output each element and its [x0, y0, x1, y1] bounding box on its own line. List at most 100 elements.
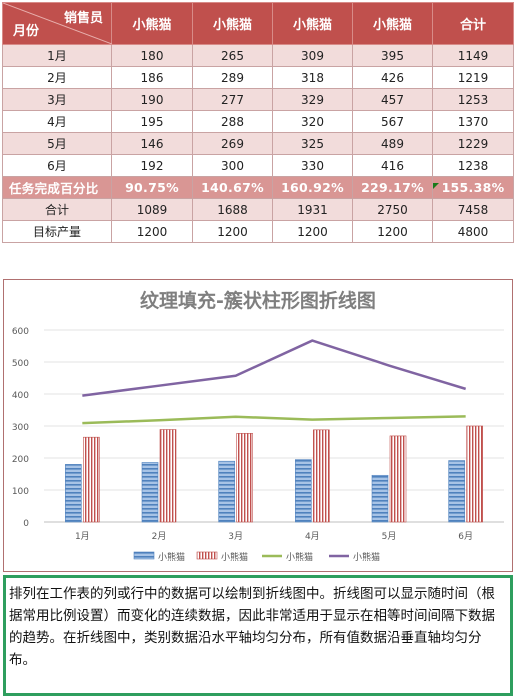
cell-comment-marker	[433, 183, 439, 189]
bar	[448, 460, 465, 523]
value-cell: 329	[272, 88, 353, 111]
x-tick-label: 3月	[228, 531, 243, 542]
total-cell: 1089	[111, 198, 193, 221]
row-total-cell: 1370	[432, 110, 514, 133]
column-header: 小熊猫	[272, 2, 353, 45]
bar	[389, 435, 407, 523]
bar	[141, 462, 159, 523]
value-cell: 320	[272, 110, 353, 133]
month-cell: 1月	[2, 44, 112, 67]
gridlines	[44, 329, 504, 523]
legend-label: 小熊猫	[221, 551, 248, 563]
value-cell: 325	[272, 132, 353, 155]
value-cell: 265	[192, 44, 273, 67]
legend-swatch	[133, 551, 155, 560]
row-total-cell: 1229	[432, 132, 514, 155]
month-header: 月份	[13, 24, 40, 39]
value-cell: 269	[192, 132, 273, 155]
column-header: 小熊猫	[192, 2, 273, 45]
x-tick-label: 6月	[458, 531, 473, 542]
chart-canvas: 纹理填充-簇状柱形图折线图 0 100 200 300 400 500 600 1月 2月 3月…	[12, 289, 504, 563]
row-total-cell: 1219	[432, 66, 514, 89]
x-tick-label: 5月	[382, 531, 397, 542]
bar	[236, 433, 253, 523]
table-row: 5月 146 269 325 489 1229	[2, 132, 514, 155]
y-tick-label: 100	[12, 487, 29, 497]
value-cell: 395	[352, 44, 433, 67]
value-cell: 309	[272, 44, 353, 67]
target-cell: 1200	[192, 220, 273, 243]
total-cell: 2750	[352, 198, 433, 221]
value-cell: 180	[111, 44, 193, 67]
column-header: 小熊猫	[111, 2, 193, 45]
month-cell: 3月	[2, 88, 112, 111]
table-row: 6月 192 300 330 416 1238	[2, 154, 514, 177]
bar	[295, 459, 312, 523]
legend-label: 小熊猫	[353, 551, 380, 563]
completion-percent-row: 任务完成百分比 90.75% 140.67% 160.92% 229.17% 1…	[2, 176, 514, 199]
month-cell: 5月	[2, 132, 112, 155]
target-cell: 1200	[272, 220, 353, 243]
x-axis-ticks: 1月 2月 3月 4月 5月 6月	[75, 531, 473, 542]
note-box: 排列在工作表的列或行中的数据可以绘制到折线图中。折线图可以显示随时间（根据常用比…	[3, 575, 513, 696]
y-tick-label: 500	[12, 359, 29, 369]
combo-chart[interactable]: 纹理填充-簇状柱形图折线图 0 100 200 300 400 500 600 1月 2月 3月…	[3, 279, 513, 572]
x-tick-label: 1月	[75, 531, 90, 542]
total-row: 合计 1089 1688 1931 2750 7458	[2, 198, 514, 221]
month-cell: 2月	[2, 66, 112, 89]
bar	[65, 464, 82, 523]
value-cell: 289	[192, 66, 273, 89]
bar	[313, 429, 330, 523]
bar	[218, 460, 235, 523]
target-cell: 4800	[432, 220, 514, 243]
total-cell: 7458	[432, 198, 514, 221]
value-cell: 146	[111, 132, 193, 155]
completion-percent-label: 任务完成百分比	[2, 176, 112, 199]
legend-label: 小熊猫	[158, 551, 185, 563]
legend: 小熊猫 小熊猫 小熊猫 小熊猫	[133, 551, 380, 563]
lines	[82, 339, 467, 425]
table-row: 3月 190 277 329 457 1253	[2, 88, 514, 111]
total-cell: 1688	[192, 198, 273, 221]
corner-header-cell: 销售员 月份	[2, 2, 112, 45]
total-column-header: 合计	[432, 2, 514, 45]
row-total-cell: 1238	[432, 154, 514, 177]
month-cell: 6月	[2, 154, 112, 177]
bar	[83, 436, 100, 523]
target-label: 目标产量	[2, 220, 112, 243]
y-axis-ticks: 0 100 200 300 400 500 600	[12, 327, 29, 529]
percent-cell: 160.92%	[272, 176, 353, 199]
value-cell: 277	[192, 88, 273, 111]
series-line	[82, 415, 466, 425]
y-tick-label: 400	[12, 391, 29, 401]
percent-cell: 229.17%	[352, 176, 433, 199]
y-tick-label: 200	[12, 455, 29, 465]
target-cell: 1200	[111, 220, 193, 243]
table-header-row: 销售员 月份 小熊猫 小熊猫 小熊猫 小熊猫 合计	[2, 2, 514, 45]
x-tick-label: 2月	[152, 531, 167, 542]
month-cell: 4月	[2, 110, 112, 133]
series-line	[82, 339, 467, 397]
total-label: 合计	[2, 198, 112, 221]
salesperson-header: 销售员	[63, 11, 103, 26]
diagonal-divider	[3, 3, 112, 44]
table-row: 2月 186 289 318 426 1219	[2, 66, 514, 89]
value-cell: 195	[111, 110, 193, 133]
row-total-cell: 1149	[432, 44, 514, 67]
x-tick-label: 4月	[305, 531, 320, 542]
value-cell: 330	[272, 154, 353, 177]
percent-cell: 155.38%	[432, 176, 514, 199]
percent-cell: 140.67%	[192, 176, 273, 199]
value-cell: 416	[352, 154, 433, 177]
value-cell: 457	[352, 88, 433, 111]
value-cell: 288	[192, 110, 273, 133]
column-header: 小熊猫	[352, 2, 433, 45]
value-cell: 426	[352, 66, 433, 89]
percent-cell: 90.75%	[111, 176, 193, 199]
bar	[159, 429, 177, 523]
target-row: 目标产量 1200 1200 1200 1200 4800	[2, 220, 514, 243]
value-cell: 318	[272, 66, 353, 89]
y-tick-label: 300	[12, 423, 29, 433]
table-row: 4月 195 288 320 567 1370	[2, 110, 514, 133]
value-cell: 186	[111, 66, 193, 89]
